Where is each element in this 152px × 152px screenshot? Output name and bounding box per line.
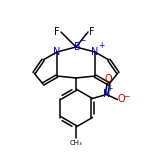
Text: N: N [91,47,99,57]
Text: CH₃: CH₃ [70,140,82,146]
Text: +: + [106,84,113,93]
Text: −: − [123,92,130,101]
Text: O: O [105,74,112,85]
Text: F: F [89,27,95,37]
Text: N: N [103,90,110,100]
Text: −: − [79,36,85,45]
Text: O: O [118,95,125,105]
Text: F: F [54,27,60,37]
Text: B: B [74,42,80,52]
Text: +: + [98,41,104,50]
Text: N: N [53,47,61,57]
